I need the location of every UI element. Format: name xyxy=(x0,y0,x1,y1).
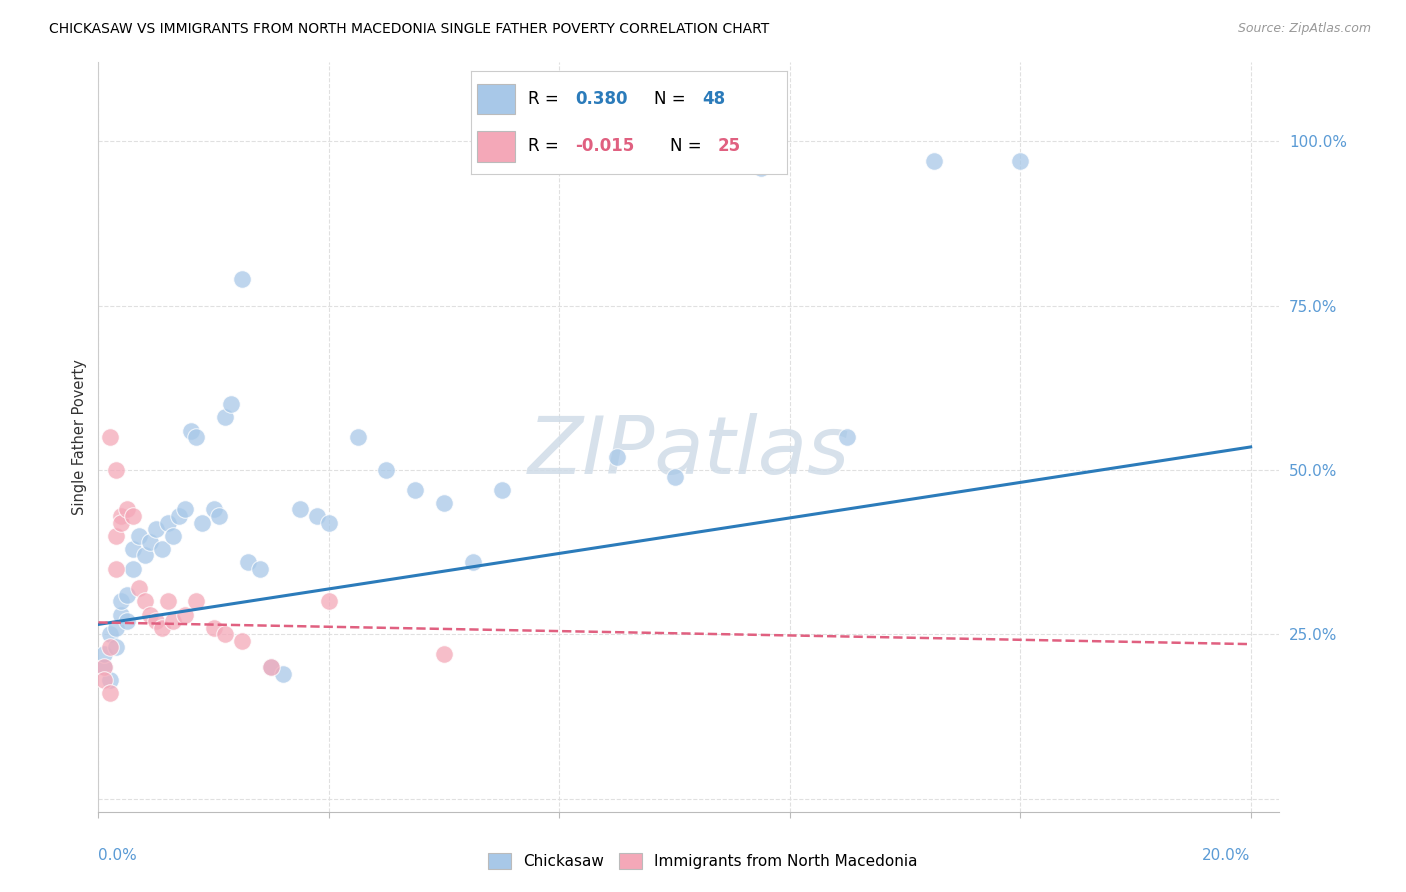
Point xyxy=(307,508,329,523)
Text: CHICKASAW VS IMMIGRANTS FROM NORTH MACEDONIA SINGLE FATHER POVERTY CORRELATION C: CHICKASAW VS IMMIGRANTS FROM NORTH MACED… xyxy=(49,22,769,37)
Point xyxy=(922,154,945,169)
Point xyxy=(202,621,225,635)
Text: Source: ZipAtlas.com: Source: ZipAtlas.com xyxy=(1237,22,1371,36)
Point xyxy=(93,647,115,661)
Point xyxy=(104,621,127,635)
Point xyxy=(145,522,167,536)
Point xyxy=(491,483,513,497)
Point xyxy=(214,410,236,425)
Point xyxy=(167,508,190,523)
Point xyxy=(134,549,156,563)
Y-axis label: Single Father Poverty: Single Father Poverty xyxy=(72,359,87,515)
Point xyxy=(214,627,236,641)
Point xyxy=(186,594,208,608)
Point xyxy=(1010,154,1032,169)
Point xyxy=(150,541,173,556)
Point xyxy=(231,272,253,286)
Point xyxy=(122,508,145,523)
Point xyxy=(156,516,179,530)
Point xyxy=(115,588,138,602)
Point xyxy=(98,430,121,444)
Point xyxy=(128,529,150,543)
Point xyxy=(238,555,260,569)
Text: 0.380: 0.380 xyxy=(575,90,628,108)
Point xyxy=(104,640,127,655)
FancyBboxPatch shape xyxy=(478,131,516,161)
Point xyxy=(375,463,398,477)
Point xyxy=(93,660,115,674)
Point xyxy=(260,660,283,674)
Point xyxy=(104,561,127,575)
Text: 48: 48 xyxy=(702,90,725,108)
Point xyxy=(404,483,426,497)
Point xyxy=(134,594,156,608)
Point xyxy=(150,621,173,635)
Point xyxy=(139,607,162,622)
Point xyxy=(208,508,231,523)
Point xyxy=(664,469,686,483)
Point xyxy=(162,614,184,628)
Point xyxy=(98,640,121,655)
FancyBboxPatch shape xyxy=(478,84,516,114)
Point xyxy=(156,594,179,608)
Point xyxy=(433,647,456,661)
Point xyxy=(260,660,283,674)
Point xyxy=(288,502,311,516)
Text: N =: N = xyxy=(671,137,707,155)
Point xyxy=(318,516,340,530)
Point xyxy=(115,614,138,628)
Point xyxy=(606,450,628,464)
Point xyxy=(249,561,271,575)
Point xyxy=(98,627,121,641)
Point xyxy=(110,508,132,523)
Text: R =: R = xyxy=(529,90,564,108)
Text: R =: R = xyxy=(529,137,564,155)
Point xyxy=(110,607,132,622)
Point xyxy=(219,397,242,411)
Point xyxy=(110,594,132,608)
Text: N =: N = xyxy=(655,90,692,108)
Point xyxy=(346,430,368,444)
Point xyxy=(433,496,456,510)
Point xyxy=(202,502,225,516)
Legend: Chickasaw, Immigrants from North Macedonia: Chickasaw, Immigrants from North Macedon… xyxy=(482,847,924,875)
Point xyxy=(461,555,484,569)
Text: ZIPatlas: ZIPatlas xyxy=(527,413,851,491)
Point xyxy=(110,516,132,530)
Point xyxy=(173,502,195,516)
Point xyxy=(98,686,121,700)
Point xyxy=(122,541,145,556)
Point xyxy=(122,561,145,575)
Point xyxy=(104,463,127,477)
Point xyxy=(180,424,202,438)
Point xyxy=(318,594,340,608)
Text: -0.015: -0.015 xyxy=(575,137,634,155)
Point xyxy=(173,607,195,622)
Text: 20.0%: 20.0% xyxy=(1202,848,1251,863)
Point xyxy=(93,660,115,674)
Point xyxy=(749,161,772,175)
Point xyxy=(186,430,208,444)
Point xyxy=(128,581,150,595)
Point xyxy=(145,614,167,628)
Point xyxy=(115,502,138,516)
Point xyxy=(139,535,162,549)
Point xyxy=(191,516,214,530)
Text: 0.0%: 0.0% xyxy=(98,848,138,863)
Point xyxy=(271,666,294,681)
Point xyxy=(231,633,253,648)
Text: 25: 25 xyxy=(718,137,741,155)
Point xyxy=(98,673,121,688)
Point xyxy=(93,673,115,688)
Point xyxy=(104,529,127,543)
Point xyxy=(837,430,859,444)
Point xyxy=(162,529,184,543)
